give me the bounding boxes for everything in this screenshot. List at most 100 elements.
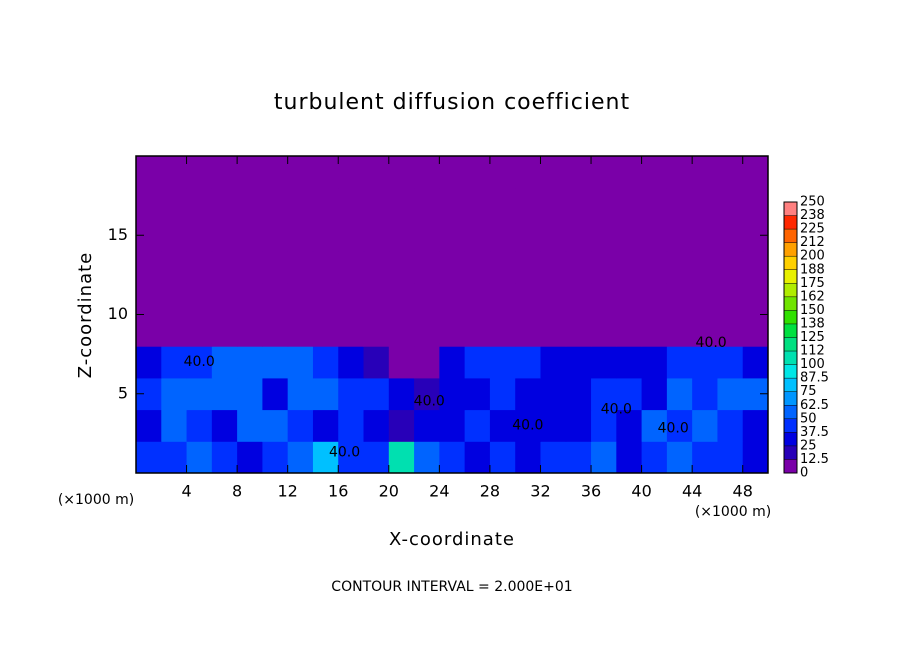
heat-cell (136, 187, 162, 220)
heat-cell (211, 156, 238, 189)
heat-cell (136, 409, 162, 442)
heat-cell (211, 441, 238, 474)
heat-cell (666, 314, 693, 347)
heat-cell (312, 377, 339, 411)
heat-cell (262, 187, 289, 220)
colorbar-label: 188 (800, 262, 825, 277)
heat-cell (312, 282, 339, 315)
heat-cell (742, 251, 769, 284)
heat-cell (161, 156, 188, 189)
heat-cell (414, 156, 440, 189)
heat-cell (287, 441, 314, 474)
heat-cell (287, 282, 314, 315)
heat-cell (742, 409, 769, 442)
heat-cell (591, 251, 617, 284)
heat-cell (237, 251, 263, 284)
heat-cell (515, 282, 541, 315)
heat-cell (211, 187, 238, 220)
heat-cell (565, 187, 592, 220)
heat-cell (565, 314, 592, 347)
x-tick-label: 20 (379, 482, 399, 501)
heat-cell (439, 314, 466, 347)
heat-cell (565, 251, 592, 284)
heat-cell (641, 219, 668, 252)
colorbar-swatch (784, 418, 797, 433)
x-tick-label: 12 (278, 482, 298, 501)
heat-cell (237, 441, 263, 474)
colorbar-label: 162 (800, 289, 825, 304)
heat-cell (515, 251, 541, 284)
heat-cell (262, 314, 289, 347)
heat-cell (616, 251, 643, 284)
heat-cell (565, 219, 592, 252)
x-tick-label: 48 (733, 482, 753, 501)
heat-cell (136, 251, 162, 284)
heat-cell (641, 409, 668, 442)
heat-cell (666, 251, 693, 284)
heat-cell (565, 282, 592, 315)
heat-cell (262, 251, 289, 284)
footer-note: CONTOUR INTERVAL = 2.000E+01 (331, 579, 572, 595)
heat-cell (540, 314, 567, 347)
heat-cell (338, 441, 365, 474)
heat-cell (540, 377, 567, 411)
heat-cell (363, 409, 390, 442)
heat-cell (616, 377, 643, 411)
heat-cell (464, 187, 491, 220)
heat-cell (136, 441, 162, 474)
heat-cell (161, 187, 188, 220)
heat-cell (439, 409, 466, 442)
heat-cell (312, 219, 339, 252)
heat-cell (262, 282, 289, 315)
x-tick-label: 36 (581, 482, 601, 501)
heat-cell (161, 409, 188, 442)
heat-cell (565, 409, 592, 442)
heat-cell (641, 251, 668, 284)
heat-cell (666, 156, 693, 189)
heat-cell (717, 251, 744, 284)
heat-cell (515, 346, 541, 379)
heat-cell (742, 187, 769, 220)
heat-cell (414, 187, 440, 220)
heat-cell (591, 377, 617, 411)
heat-cell (692, 409, 718, 442)
colorbar-swatch (784, 229, 797, 243)
heat-cell (312, 314, 339, 347)
heat-cell (591, 346, 617, 379)
colorbar-label: 175 (800, 276, 825, 291)
x-tick-label: 24 (429, 482, 449, 501)
heat-cell (414, 314, 440, 347)
heat-cell (312, 156, 339, 189)
heat-cell (489, 251, 516, 284)
heat-cell (186, 219, 213, 252)
heat-cell (641, 346, 668, 379)
heat-cell (616, 282, 643, 315)
heat-cell (237, 409, 263, 442)
heat-cell (565, 441, 592, 474)
colorbar-swatch (784, 432, 797, 446)
contour-label: 40.0 (658, 421, 689, 437)
heat-cell (338, 219, 365, 252)
heat-cell (515, 156, 541, 189)
x-unit: (×1000 m) (58, 492, 134, 508)
x-unit: (×1000 m) (695, 504, 771, 520)
heat-cell (439, 187, 466, 220)
heat-cell (363, 377, 390, 411)
heat-cell (287, 219, 314, 252)
heat-cell (338, 346, 365, 379)
heat-cell (489, 219, 516, 252)
x-tick-label: 32 (530, 482, 550, 501)
heat-cell (666, 441, 693, 474)
x-tick-label: 44 (682, 482, 702, 501)
colorbar-swatch (784, 256, 797, 270)
y-tick-label: 15 (108, 225, 128, 244)
heat-cell (464, 409, 491, 442)
y-axis-label: Z-coordinate (75, 252, 96, 379)
heat-cell (262, 377, 289, 411)
heat-cell (186, 187, 213, 220)
heat-cell (464, 346, 491, 379)
colorbar-swatch (784, 364, 797, 379)
heat-cell (388, 219, 415, 252)
heat-cell (464, 219, 491, 252)
